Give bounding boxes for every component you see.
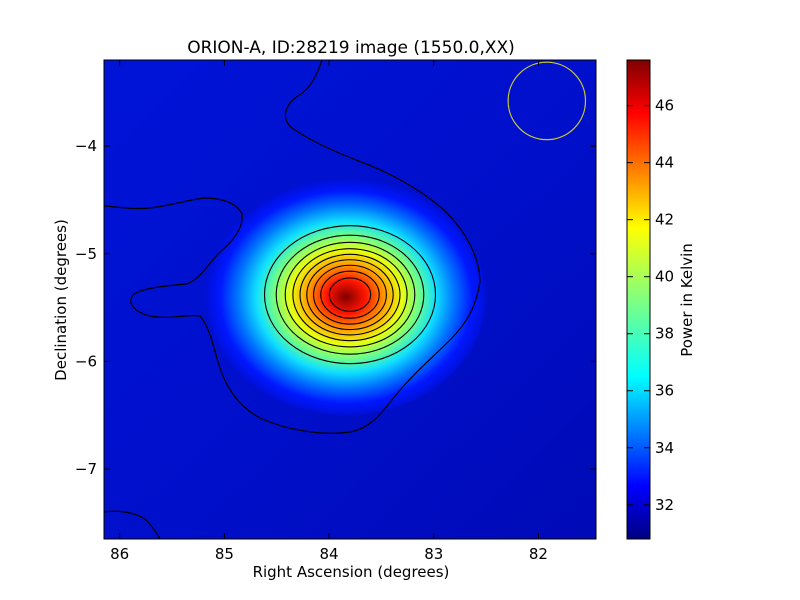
contour-line — [292, 248, 408, 342]
colorbar-tick-label: 34 — [655, 439, 674, 457]
contour-lines — [263, 225, 437, 365]
colorbar-label: Power in Kelvin — [678, 243, 696, 357]
contour-line — [313, 264, 387, 325]
x-axis: 86 85 84 83 82 — [110, 60, 548, 563]
colorbar-tick-label: 32 — [655, 496, 674, 514]
outer-contour — [104, 60, 481, 434]
corner-contour — [104, 510, 161, 539]
heatmap-plot-area — [104, 60, 596, 539]
emission-peak — [206, 179, 486, 415]
plot-frame — [103, 59, 597, 540]
colorbar — [627, 60, 650, 539]
contour-line — [263, 225, 437, 365]
contour-line — [320, 270, 380, 319]
x-tick-label: 82 — [529, 545, 548, 563]
x-tick-label: 84 — [320, 545, 339, 563]
y-tick-label: −7 — [75, 460, 97, 478]
contour-line — [306, 259, 394, 331]
beam-circle — [507, 61, 587, 141]
y-axis-label: Declination (degrees) — [52, 219, 70, 381]
y-tick-label: −6 — [75, 352, 97, 370]
colorbar-tick-label: 36 — [655, 382, 674, 400]
contour-line — [275, 234, 425, 355]
x-tick-label: 83 — [424, 545, 443, 563]
x-axis-label: Right Ascension (degrees) — [253, 563, 450, 581]
y-tick-label: −4 — [75, 137, 97, 155]
x-tick-label: 85 — [215, 545, 234, 563]
colorbar-tick-label: 40 — [655, 268, 674, 286]
contour-line — [328, 277, 372, 312]
y-axis: −4 −5 −6 −7 — [75, 137, 596, 478]
colorbar-tick-label: 44 — [655, 154, 674, 172]
colorbar-tick-label: 42 — [655, 211, 674, 229]
contour-line — [299, 253, 401, 336]
x-tick-label: 86 — [110, 545, 129, 563]
colorbar-tick-label: 38 — [655, 325, 674, 343]
chart-title: ORION-A, ID:28219 image (1550.0,XX) — [187, 38, 515, 58]
colorbar-tick-label: 46 — [655, 97, 674, 115]
colorbar-axis: 32 34 36 38 40 42 44 46 — [627, 97, 674, 514]
colorbar-frame — [626, 59, 651, 540]
y-tick-label: −5 — [75, 245, 97, 263]
contour-line — [284, 241, 416, 348]
